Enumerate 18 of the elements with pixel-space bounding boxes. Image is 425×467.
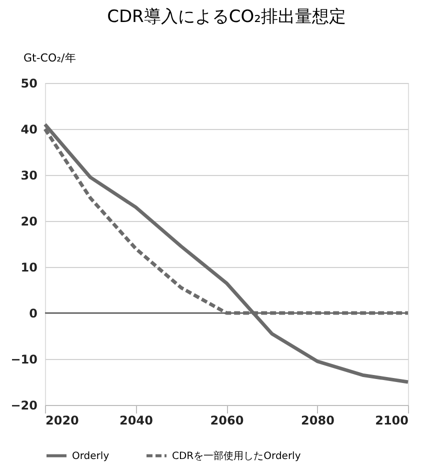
y-tick-label: −20 bbox=[10, 398, 38, 412]
x-tick-label: 2060 bbox=[210, 414, 244, 428]
legend-label: CDRを一部使用したOrderly bbox=[172, 450, 301, 462]
y-tick-label: 10 bbox=[20, 260, 38, 274]
y-axis-title: Gt-CO₂/年 bbox=[24, 52, 76, 64]
chart-title: CDR導入によるCO₂排出量想定 bbox=[107, 7, 346, 27]
y-tick-label: 20 bbox=[20, 214, 38, 228]
y-tick-label: 40 bbox=[20, 122, 38, 136]
y-tick-label: 30 bbox=[20, 168, 38, 182]
x-tick-label: 2080 bbox=[301, 414, 334, 428]
y-tick-label: 0 bbox=[29, 306, 38, 320]
x-tick-label: 2020 bbox=[46, 414, 79, 428]
x-tick-label: 2100 bbox=[375, 414, 408, 428]
y-tick-label: −10 bbox=[10, 352, 38, 366]
legend-label: Orderly bbox=[72, 450, 110, 462]
line-series bbox=[43, 122, 410, 384]
x-tick-label: 2040 bbox=[120, 414, 153, 428]
y-tick-label: 50 bbox=[20, 76, 38, 90]
